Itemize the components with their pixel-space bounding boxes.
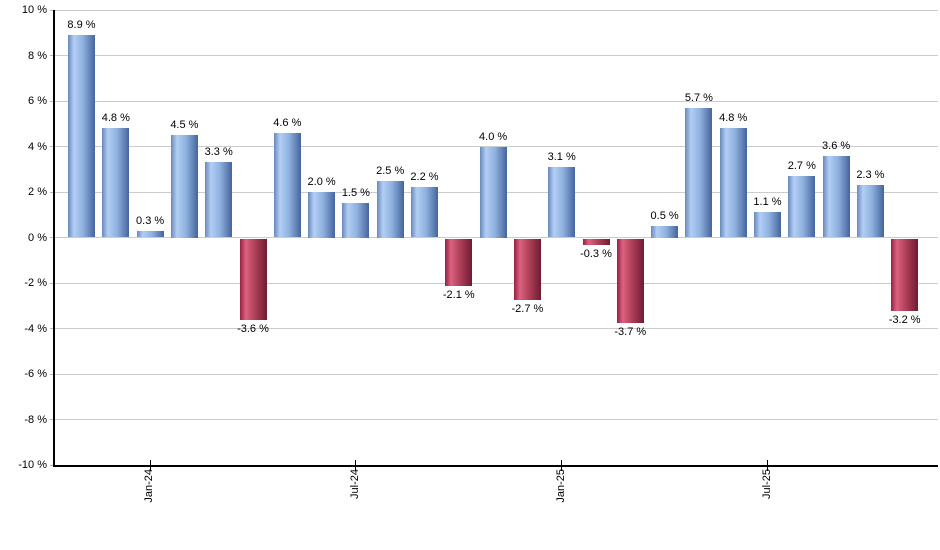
bar-value-label: 4.8 % (719, 112, 748, 125)
bar-value-label: 2.3 % (856, 169, 885, 182)
gridline--4 (55, 328, 938, 329)
y-axis-label: 0 % (28, 231, 47, 244)
bar-positive (719, 128, 747, 238)
y-axis-label: 10 % (21, 4, 47, 16)
y-axis-tick (50, 464, 55, 466)
bar-negative (513, 238, 541, 300)
x-axis-label: Jan-24 (143, 469, 156, 503)
gridline--8 (55, 419, 938, 420)
y-axis-label: -4 % (24, 322, 47, 335)
bar-value-label: 8.9 % (67, 19, 96, 32)
y-axis-label: -6 % (24, 368, 47, 380)
bar-positive (856, 185, 884, 238)
bar-value-label: 4.0 % (479, 130, 508, 143)
y-axis-label: -2 % (24, 277, 47, 289)
bar-positive (342, 203, 370, 238)
bar-value-label: -2.7 % (511, 302, 544, 315)
bar-positive (754, 212, 781, 238)
bar-value-label: 2.7 % (787, 160, 816, 173)
x-axis-label: Jul-25 (760, 469, 773, 499)
bar-positive (102, 128, 130, 238)
bar-value-label: 5.7 % (684, 91, 713, 104)
bar-positive (205, 162, 233, 238)
bar-negative (445, 238, 473, 287)
plot-area: 8.9 % 4.8 % 0.3 % 4.5 % 3.3 % -3.6 % 4.6 % 2.0 … (50, 9, 938, 471)
bar-positive (170, 135, 198, 238)
bar-value-label: 2.5 % (376, 164, 405, 177)
bar-positive (376, 180, 404, 238)
x-axis-tick (149, 460, 151, 471)
y-axis-tick (50, 191, 55, 193)
y-axis-tick (50, 100, 55, 102)
bar-value-label: 2.0 % (307, 176, 336, 188)
y-axis-line (53, 10, 55, 467)
bar-positive (68, 35, 95, 238)
y-axis-label: 6 % (28, 95, 47, 107)
gridline--6 (55, 373, 938, 375)
bar-value-label: 4.6 % (273, 116, 302, 129)
gridline-10 (55, 9, 938, 11)
y-axis-tick (50, 146, 55, 147)
bar-positive (479, 146, 507, 238)
bar-value-label: -0.3 % (580, 248, 612, 261)
bar-value-label: -3.7 % (614, 325, 647, 338)
bar-value-label: 1.5 % (341, 187, 370, 200)
bar-positive (685, 107, 713, 238)
y-axis-tick (50, 419, 55, 420)
bar-value-label: 4.5 % (170, 119, 199, 132)
bar-positive (308, 192, 336, 238)
x-axis-tick (767, 460, 768, 471)
bar-value-label: 4.8 % (101, 112, 130, 125)
y-axis-tick (50, 237, 55, 238)
bar-value-label: 3.6 % (822, 139, 851, 152)
x-axis-label: Jan-25 (554, 469, 567, 503)
x-axis-tick (561, 460, 563, 471)
y-axis-tick (50, 9, 55, 11)
bar-positive (548, 166, 576, 238)
x-axis-label: Jul-24 (348, 469, 361, 499)
bar-value-label: 3.3 % (204, 146, 233, 159)
bar-value-label: 0.5 % (650, 210, 679, 223)
bar-negative (891, 238, 919, 312)
x-axis-line (53, 465, 938, 467)
y-axis-label: 2 % (28, 186, 47, 198)
y-axis-label: -10 % (18, 459, 47, 471)
bar-positive (822, 155, 850, 238)
y-axis-tick (50, 55, 55, 56)
y-axis-tick (50, 373, 55, 375)
bar-positive (411, 187, 438, 238)
x-axis-tick (355, 460, 357, 471)
bar-value-label: -3.2 % (888, 314, 921, 327)
y-axis-label: 4 % (28, 140, 47, 153)
gridline--2 (55, 282, 938, 284)
bar-negative (239, 238, 267, 321)
bar-negative (582, 238, 610, 246)
gridline-0 (55, 237, 938, 238)
y-axis-tick (50, 328, 55, 329)
gridline-6 (55, 100, 938, 102)
bar-positive (651, 226, 679, 238)
bar-value-label: 1.1 % (753, 196, 782, 209)
bar-value-label: 3.1 % (547, 150, 576, 163)
gridline-8 (55, 55, 938, 56)
bar-value-label: 2.2 % (410, 171, 439, 184)
bar-value-label: 0.3 % (136, 214, 165, 227)
y-axis-tick (50, 282, 55, 284)
bar-value-label: -3.6 % (237, 323, 269, 336)
bar-positive (788, 176, 816, 238)
y-axis-label: -8 % (24, 413, 47, 426)
bar-value-label: -2.1 % (442, 289, 475, 302)
y-axis-label: 8 % (28, 49, 47, 62)
bar-positive (136, 230, 164, 238)
bar-negative (616, 238, 644, 323)
bar-positive (273, 132, 301, 238)
